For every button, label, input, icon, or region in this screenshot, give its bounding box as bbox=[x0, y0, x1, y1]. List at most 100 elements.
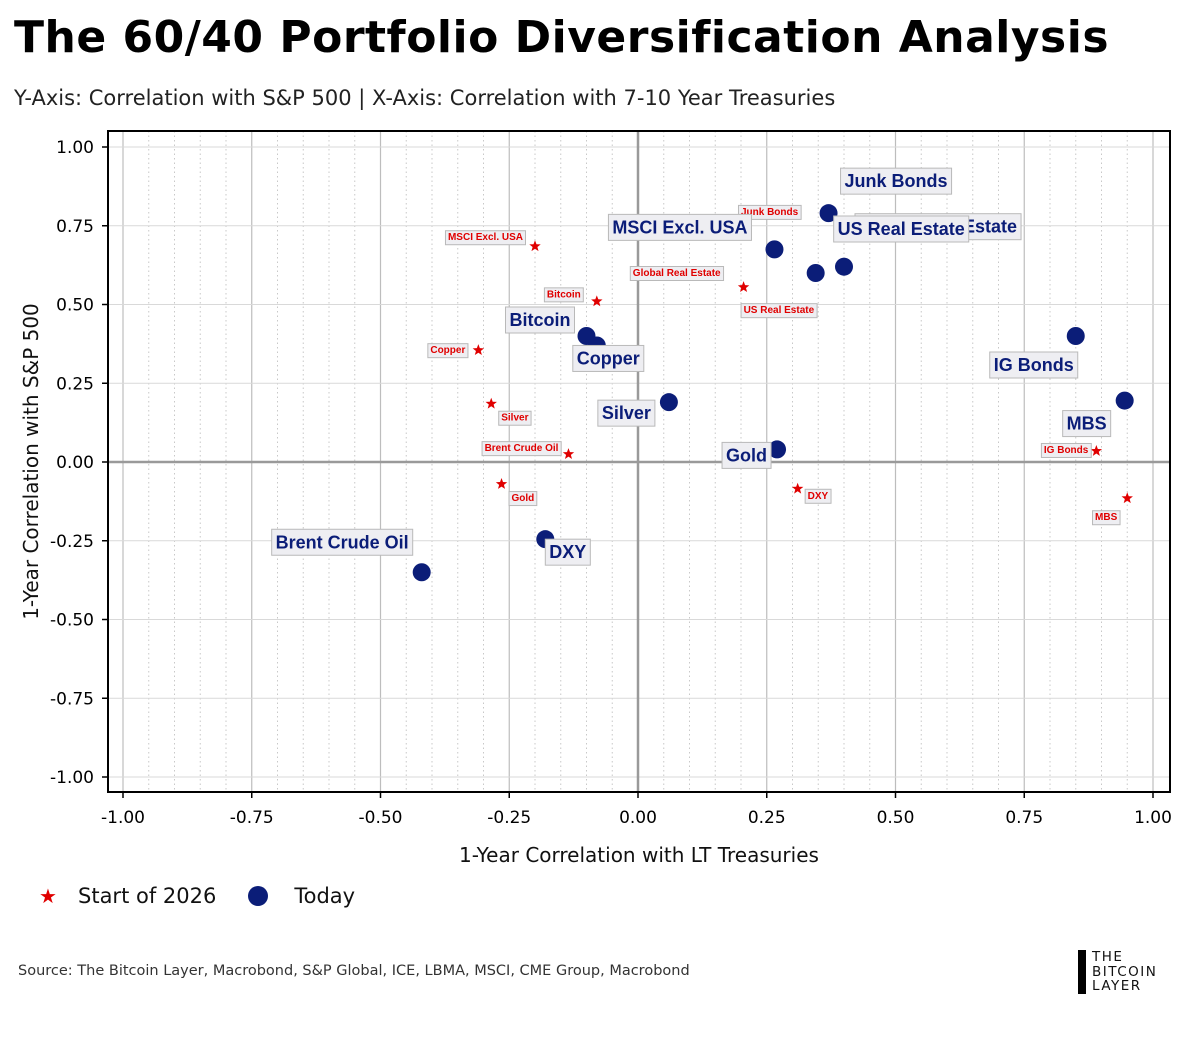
today-point bbox=[1115, 391, 1134, 410]
start-label: IG Bonds bbox=[1044, 445, 1089, 456]
y-tick-label: 0.25 bbox=[56, 374, 94, 394]
start-label-box bbox=[481, 441, 562, 457]
start-label: US Real Estate bbox=[744, 305, 815, 316]
x-tick-label: -1.00 bbox=[101, 808, 145, 828]
today-label-box bbox=[597, 399, 656, 427]
start-label: Junk Bonds bbox=[741, 207, 799, 218]
legend-item-start: ★ Start of 2026 bbox=[38, 884, 216, 908]
start-point bbox=[495, 478, 508, 489]
today-label-box bbox=[607, 213, 752, 241]
y-axis-label: 1-Year Correlation with S&P 500 bbox=[19, 303, 43, 620]
x-axis-label: 1-Year Correlation with LT Treasuries bbox=[459, 843, 819, 867]
today-label: Copper bbox=[577, 348, 640, 368]
y-tick-label: -0.25 bbox=[50, 532, 94, 552]
y-tick-label: -0.50 bbox=[50, 611, 94, 631]
today-label: Gold bbox=[726, 445, 767, 465]
start-label: DXY bbox=[808, 491, 829, 502]
start-point bbox=[1090, 444, 1103, 456]
y-tick-label: -1.00 bbox=[50, 768, 94, 788]
x-tick-label: 0.25 bbox=[748, 808, 786, 828]
start-point bbox=[791, 482, 804, 494]
start-label-box bbox=[804, 488, 832, 504]
today-label: MSCI Excl. USA bbox=[612, 217, 747, 237]
start-label-box bbox=[498, 410, 532, 426]
start-point bbox=[562, 448, 575, 459]
chart-title: The 60/40 Portfolio Diversification Anal… bbox=[14, 12, 1110, 63]
today-point bbox=[768, 440, 787, 459]
x-tick-label: -0.25 bbox=[487, 808, 531, 828]
x-tick-label: -0.75 bbox=[230, 808, 274, 828]
today-point bbox=[819, 204, 838, 223]
start-point bbox=[591, 295, 603, 307]
today-label-box bbox=[544, 538, 591, 566]
today-label-box bbox=[505, 306, 575, 334]
zero-lines bbox=[108, 131, 1170, 792]
today-point bbox=[835, 257, 853, 276]
start-label: MBS bbox=[1095, 512, 1118, 523]
today-label-box bbox=[833, 215, 970, 243]
start-label-box bbox=[543, 287, 584, 303]
logo-line-1: THE bbox=[1092, 949, 1124, 965]
start-point bbox=[1121, 492, 1133, 504]
start-point bbox=[737, 281, 750, 293]
today-point bbox=[659, 393, 678, 412]
y-tick-labels: 1.00 0.75 0.50 0.25 0.00 -0.25 -0.50 -0.75 -1.00 bbox=[50, 138, 108, 788]
today-label: Silver bbox=[602, 403, 651, 423]
start-label-box bbox=[740, 303, 818, 319]
start-label: MSCI Excl. USA bbox=[448, 232, 523, 243]
chart-subtitle: Y-Axis: Correlation with S&P 500 | X-Axi… bbox=[14, 86, 836, 110]
start-point bbox=[485, 397, 497, 409]
y-tick-label: 0.50 bbox=[56, 296, 94, 316]
circle-icon bbox=[248, 886, 269, 906]
today-point bbox=[765, 240, 784, 259]
logo-line-2: BITCOIN bbox=[1092, 963, 1158, 980]
today-label-box bbox=[271, 528, 414, 556]
start-label: Copper bbox=[430, 345, 465, 356]
logo-bar bbox=[1078, 950, 1086, 994]
start-point bbox=[472, 344, 485, 356]
source-note: Source: The Bitcoin Layer, Macrobond, S&… bbox=[18, 963, 690, 979]
today-point bbox=[412, 563, 431, 582]
today-label: MBS bbox=[1067, 414, 1107, 434]
y-tick-label: 0.00 bbox=[56, 453, 94, 473]
start-label: Bitcoin bbox=[547, 289, 581, 300]
start-label: Gold bbox=[512, 493, 535, 504]
today-label-box bbox=[572, 344, 645, 372]
x-tick-labels: -1.00 -0.75 -0.50 -0.25 0.00 0.25 0.50 0.75 1.00 bbox=[101, 792, 1172, 828]
start-label: Silver bbox=[501, 413, 528, 424]
start-label-box bbox=[444, 230, 526, 246]
today-point bbox=[1066, 327, 1085, 345]
y-tick-label: 0.75 bbox=[56, 217, 94, 237]
today-label: Junk Bonds bbox=[845, 171, 948, 191]
x-tick-label: -0.50 bbox=[359, 808, 403, 828]
y-tick-label: -0.75 bbox=[50, 689, 94, 709]
today-label: US Real Estate bbox=[838, 219, 965, 239]
scatter-chart: -1.00 -0.75 -0.50 -0.25 0.00 0.25 0.50 0.75 1.00… bbox=[19, 130, 1172, 867]
today-label: IG Bonds bbox=[994, 355, 1074, 375]
x-tick-label: 1.00 bbox=[1134, 808, 1172, 828]
y-tick-label: 1.00 bbox=[56, 138, 94, 158]
start-label-box bbox=[629, 266, 725, 281]
today-label-box bbox=[721, 441, 772, 469]
today-label-box bbox=[1062, 410, 1112, 438]
today-label: Bitcoin bbox=[510, 310, 571, 330]
start-label: Global Real Estate bbox=[633, 268, 721, 279]
x-tick-label: 0.75 bbox=[1005, 808, 1043, 828]
legend-item-today: Today bbox=[248, 884, 355, 908]
logo-wordmark: THE BITCOIN LAYER bbox=[1092, 950, 1157, 994]
today-label-box bbox=[840, 167, 953, 195]
start-label: Brent Crude Oil bbox=[485, 443, 559, 454]
bitcoin-layer-logo: THE BITCOIN LAYER bbox=[1078, 950, 1157, 994]
start-label-box bbox=[737, 204, 802, 220]
start-point bbox=[529, 240, 541, 252]
x-tick-label: 0.50 bbox=[877, 808, 915, 828]
today-label-box bbox=[989, 351, 1079, 379]
legend-label-today: Today bbox=[294, 884, 356, 908]
logo-line-3: LAYER bbox=[1092, 978, 1142, 994]
x-tick-label: 0.00 bbox=[619, 808, 657, 828]
start-label-box bbox=[427, 343, 469, 359]
today-label: Brent Crude Oil bbox=[276, 532, 409, 552]
today-point bbox=[806, 264, 825, 282]
today-label: DXY bbox=[549, 542, 586, 562]
